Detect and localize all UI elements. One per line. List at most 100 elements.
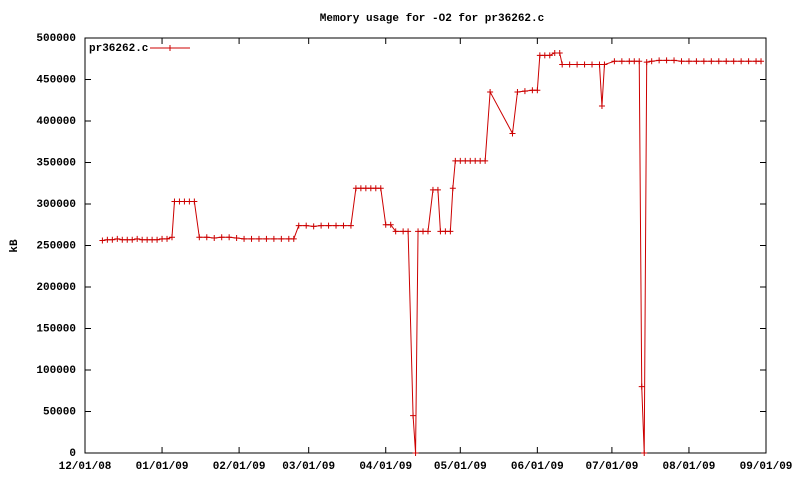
y-tick-label: 450000 [36, 74, 76, 86]
legend-label: pr36262.c [89, 43, 148, 55]
data-point [663, 57, 670, 64]
data-point [310, 223, 317, 230]
data-point [693, 58, 700, 65]
data-point [482, 157, 489, 164]
data-point [611, 58, 618, 65]
legend-swatch [167, 45, 173, 51]
data-point [636, 58, 643, 65]
data-point [325, 222, 332, 229]
y-tick-label: 250000 [36, 240, 76, 252]
x-tick-label: 08/01/09 [663, 461, 716, 473]
data-point [109, 236, 116, 243]
data-point [556, 49, 563, 56]
data-point [671, 57, 678, 64]
data-point [248, 235, 255, 242]
data-point [434, 186, 441, 193]
data-point [648, 58, 655, 65]
data-point [574, 61, 581, 68]
data-point [114, 235, 121, 242]
y-tick-label: 400000 [36, 116, 76, 128]
chart-title: Memory usage for -O2 for pr36262.c [320, 13, 544, 25]
data-point [618, 58, 625, 65]
data-point [424, 228, 431, 235]
data-point [164, 235, 171, 242]
data-point [191, 198, 198, 205]
data-point [598, 103, 605, 110]
y-tick-label: 100000 [36, 365, 76, 377]
data-point [723, 58, 730, 65]
data-point [129, 236, 136, 243]
x-tick-label: 05/01/09 [434, 461, 487, 473]
data-point [134, 235, 141, 242]
data-point [715, 58, 722, 65]
data-point [487, 88, 494, 95]
data-point [700, 58, 707, 65]
plot-border [84, 37, 767, 454]
data-point [333, 222, 340, 229]
data-point [278, 235, 285, 242]
data-point [412, 450, 419, 456]
data-point [514, 88, 521, 95]
data-point [270, 235, 277, 242]
data-point [392, 228, 399, 235]
data-point [546, 52, 553, 59]
data-point [387, 221, 394, 228]
data-point [318, 222, 325, 229]
y-tick-label: 300000 [36, 199, 76, 211]
data-point [340, 222, 347, 229]
y-tick-label: 200000 [36, 282, 76, 294]
data-point [656, 57, 663, 64]
data-point [601, 61, 608, 68]
data-point [377, 185, 384, 192]
data-line [102, 52, 762, 454]
data-point [196, 234, 203, 241]
data-point [559, 61, 566, 68]
data-point [685, 58, 692, 65]
data-point [738, 58, 745, 65]
data-point [708, 58, 715, 65]
data-point [730, 58, 737, 65]
x-tick-label: 09/01/09 [740, 461, 793, 473]
x-tick-label: 02/01/09 [213, 461, 266, 473]
data-point [226, 234, 233, 241]
data-point [168, 234, 175, 241]
x-tick-label: 12/01/08 [59, 461, 112, 473]
data-point [638, 383, 645, 390]
data-point [241, 235, 248, 242]
x-tick-label: 01/01/09 [136, 461, 189, 473]
y-tick-label: 350000 [36, 157, 76, 169]
data-point [255, 235, 262, 242]
x-tick-label: 06/01/09 [511, 461, 564, 473]
data-point [581, 61, 588, 68]
x-tick-label: 04/01/09 [359, 461, 412, 473]
data-point [99, 237, 106, 244]
y-tick-label: 0 [69, 448, 76, 460]
data-point [233, 235, 240, 242]
data-point [154, 236, 161, 243]
data-point [347, 222, 354, 229]
data-point [641, 450, 648, 456]
data-point [534, 87, 541, 94]
y-tick-label: 50000 [43, 406, 76, 418]
data-point [589, 61, 596, 68]
data-point [758, 58, 765, 65]
data-point [263, 235, 270, 242]
data-point [203, 234, 210, 241]
data-point [218, 234, 225, 241]
data-point [566, 61, 573, 68]
data-point [678, 58, 685, 65]
y-axis-label: kB [9, 239, 21, 253]
x-tick-label: 03/01/09 [282, 461, 335, 473]
data-point [745, 58, 752, 65]
data-point [449, 185, 456, 192]
data-point [290, 235, 297, 242]
data-point [303, 222, 310, 229]
data-point [447, 228, 454, 235]
data-point [295, 222, 302, 229]
data-point [509, 130, 516, 137]
y-tick-label: 150000 [36, 323, 76, 335]
y-tick-label: 500000 [36, 33, 76, 45]
data-point [521, 88, 528, 95]
x-tick-label: 07/01/09 [585, 461, 638, 473]
data-point [405, 228, 412, 235]
